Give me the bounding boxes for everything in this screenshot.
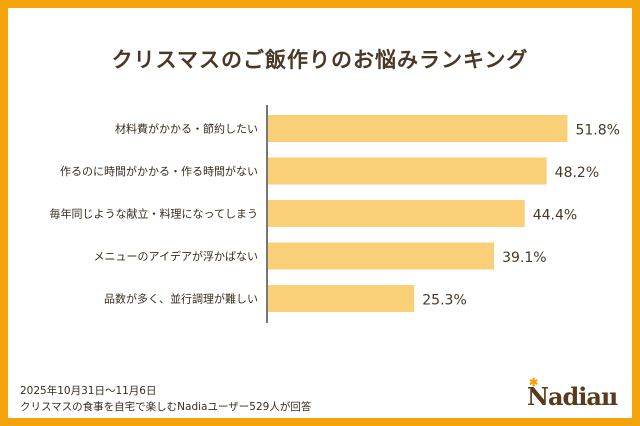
bar xyxy=(268,242,495,270)
survey-period: 2025年10月31日〜11月6日 xyxy=(20,385,157,397)
nadia-logo: ✱ Nadiaıı xyxy=(527,376,618,411)
value-label: 51.8% xyxy=(575,123,619,139)
bar xyxy=(268,200,525,227)
footer: 2025年10月31日〜11月6日 クリスマスの食事を自宅で楽しむNadiaユー… xyxy=(20,383,311,415)
value-label: 48.2% xyxy=(555,165,599,181)
survey-note: クリスマスの食事を自宅で楽しむNadiaユーザー529人が回答 xyxy=(20,401,312,413)
category-label: 品数が多く、並行調理が難しい xyxy=(104,292,258,306)
category-label: 作るのに時間がかかる・作る時間がない xyxy=(60,164,258,178)
chart-title: クリスマスのご飯作りのお悩みランキング xyxy=(111,48,529,72)
bar xyxy=(268,115,568,142)
value-label: 25.3% xyxy=(422,293,466,309)
value-label: 44.4% xyxy=(533,208,577,224)
bar xyxy=(268,157,547,185)
fork-icon: ıı xyxy=(600,382,618,411)
bar xyxy=(268,285,415,312)
value-label: 39.1% xyxy=(502,250,546,266)
category-label: 材料費がかかる・節約したい xyxy=(115,122,258,136)
category-label: メニューのアイデアが浮かばない xyxy=(94,249,258,263)
category-label: 毎年同じような献立・料理になってしまう xyxy=(50,207,258,221)
star-icon: ✱ xyxy=(529,376,538,389)
